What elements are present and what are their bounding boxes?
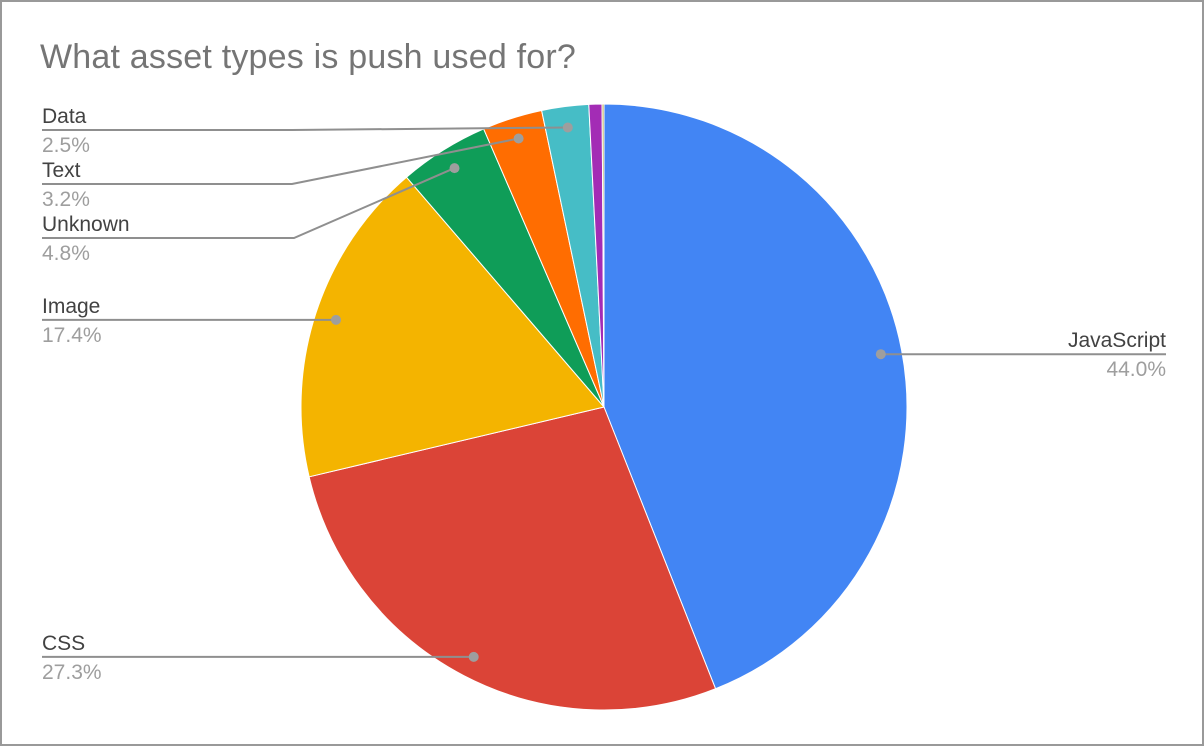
callout-dot-javascript [875,349,886,360]
callout-dot-data [562,122,573,133]
slice-percent-javascript: 44.0% [1106,358,1166,381]
slice-label-text: Text [42,159,81,182]
slice-percent-css: 27.3% [42,661,102,684]
slice-percent-text: 3.2% [42,188,90,211]
callout-line-text [42,137,519,185]
slice-label-image: Image [42,295,100,318]
slice-label-css: CSS [42,632,85,655]
pie-slice-javascript[interactable] [603,103,908,690]
slice-percent-data: 2.5% [42,134,90,157]
slice-label-unknown: Unknown [42,213,130,236]
pie-slice-small-7[interactable] [601,103,605,408]
callout-line-unknown [42,167,455,239]
callout-dot-unknown [449,163,460,174]
callout-dot-text [513,133,524,144]
slice-label-data: Data [42,105,87,128]
callout-dot-image [331,314,341,325]
chart-title: What asset types is push used for? [40,38,576,76]
pie-slice-image[interactable] [300,176,605,478]
callout-line-data [42,126,568,131]
callout-dot-css [468,651,479,662]
slice-percent-image: 17.4% [42,324,102,347]
pie-slice-css[interactable] [308,406,717,711]
slice-percent-unknown: 4.8% [42,242,90,265]
slice-label-javascript: JavaScript [1068,329,1166,352]
